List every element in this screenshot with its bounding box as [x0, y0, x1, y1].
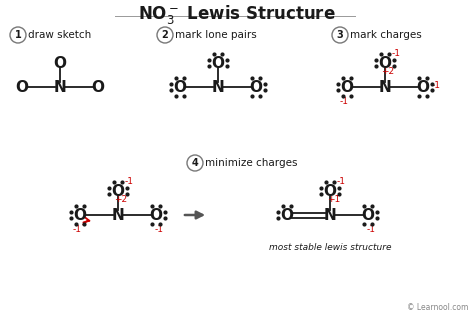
Text: O: O: [340, 79, 354, 94]
Text: O: O: [73, 208, 86, 222]
Text: O: O: [417, 79, 429, 94]
Text: O: O: [16, 79, 28, 94]
Text: -1: -1: [366, 226, 375, 234]
Text: +1: +1: [328, 194, 341, 203]
Text: -1: -1: [431, 81, 440, 89]
Text: -1: -1: [339, 98, 348, 106]
Text: O: O: [211, 55, 225, 71]
Text: © Learnool.com: © Learnool.com: [407, 303, 468, 312]
Text: mark lone pairs: mark lone pairs: [175, 30, 257, 40]
Text: 4: 4: [191, 158, 199, 168]
Text: N: N: [379, 79, 392, 94]
Text: O: O: [379, 55, 392, 71]
Text: 2: 2: [162, 30, 168, 40]
Text: 3: 3: [337, 30, 343, 40]
Text: +2: +2: [382, 66, 394, 76]
Text: minimize charges: minimize charges: [205, 158, 298, 168]
Text: N: N: [211, 79, 224, 94]
Text: -1: -1: [73, 226, 82, 234]
Text: O: O: [249, 79, 263, 94]
Text: N: N: [54, 79, 66, 94]
Text: N: N: [111, 208, 124, 222]
Text: mark charges: mark charges: [350, 30, 422, 40]
Text: NO$_3^-$ Lewis Structure: NO$_3^-$ Lewis Structure: [138, 3, 336, 26]
Text: 1: 1: [15, 30, 21, 40]
Text: -1: -1: [392, 49, 401, 58]
Text: O: O: [173, 79, 186, 94]
Text: O: O: [323, 184, 337, 198]
Text: O: O: [54, 55, 66, 71]
Text: +2: +2: [114, 194, 128, 203]
Text: O: O: [149, 208, 163, 222]
Text: O: O: [111, 184, 125, 198]
Text: draw sketch: draw sketch: [28, 30, 91, 40]
Text: O: O: [281, 208, 293, 222]
Text: N: N: [324, 208, 337, 222]
Text: O: O: [362, 208, 374, 222]
Text: most stable lewis structure: most stable lewis structure: [269, 243, 391, 251]
Text: -1: -1: [155, 226, 164, 234]
Text: -1: -1: [125, 176, 134, 186]
Text: -1: -1: [337, 176, 346, 186]
Text: O: O: [91, 79, 104, 94]
